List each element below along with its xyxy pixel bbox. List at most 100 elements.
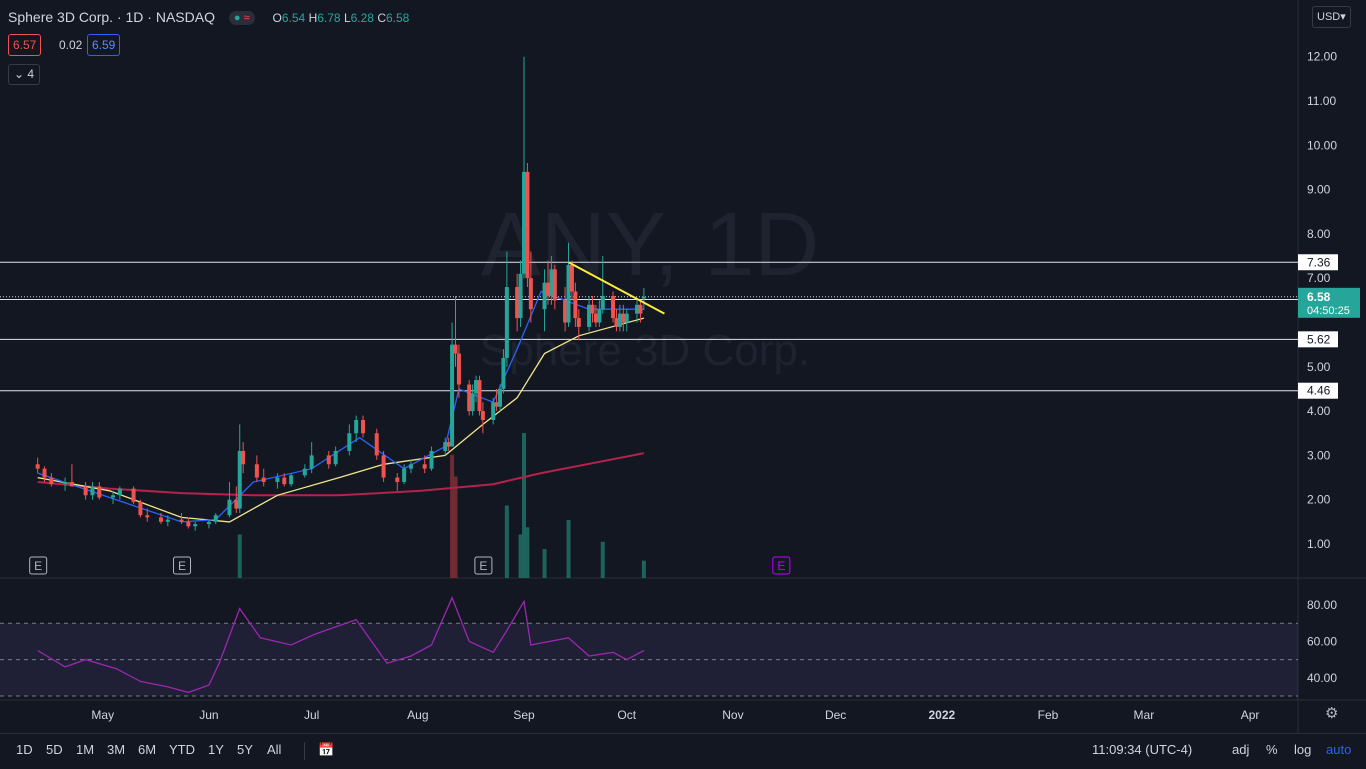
candle-body (501, 357, 506, 389)
y-tick-label: 12.00 (1307, 50, 1337, 64)
watermark-ticker: ANY, 1D (481, 195, 820, 295)
candle-body (573, 291, 578, 319)
candle-body (193, 524, 198, 527)
ask-price-button[interactable]: 6.59 (87, 34, 121, 56)
symbol-title[interactable]: Sphere 3D Corp. · 1D · NASDAQ (8, 9, 215, 25)
rsi-line (37, 595, 645, 694)
y-tick-label: 10.00 (1307, 138, 1337, 152)
earnings-marker-label: E (479, 559, 487, 573)
auto-button[interactable]: auto (1326, 742, 1352, 757)
bar-countdown-label: 04:50:25 (1307, 305, 1350, 317)
x-tick-label: Mar (1134, 708, 1155, 722)
volume-bar (237, 534, 242, 578)
range-1y-button[interactable]: 1Y (208, 742, 224, 757)
level-label: 4.46 (1307, 384, 1331, 398)
candle-body (498, 388, 503, 407)
x-tick-label: Dec (825, 708, 846, 722)
rsi-tick-label: 60.00 (1307, 634, 1337, 648)
level-label-box (1298, 254, 1338, 271)
candle-body (456, 353, 461, 385)
candle-body (429, 450, 434, 469)
candle-body (611, 295, 616, 319)
candle-body (234, 499, 239, 509)
chevron-down-icon: ⌄ (14, 67, 25, 81)
percent-button[interactable]: % (1266, 742, 1278, 757)
candle-body (63, 481, 68, 485)
candle-body (614, 318, 619, 327)
log-button[interactable]: log (1294, 742, 1312, 757)
volume-bar (566, 520, 571, 578)
x-tick-label: Jul (304, 708, 319, 722)
ohlc-readout: O6.54 H6.78 L6.28 C6.58 (272, 11, 410, 25)
volume-bar (641, 560, 646, 578)
price-chart[interactable]: ANY, 1D Sphere 3D Corp. 12.00 11.00 10.00 9.0… (0, 0, 1366, 733)
candle-body (138, 501, 143, 516)
candle-body (309, 455, 314, 469)
range-5d-button[interactable]: 5D (46, 742, 63, 757)
x-tick-label: May (91, 708, 114, 722)
y-tick-label: 2.00 (1307, 493, 1331, 507)
candle-body (504, 287, 509, 358)
chevron-down-icon: ▾ (1340, 11, 1346, 23)
candle-body (477, 380, 482, 412)
candle-body (83, 486, 88, 496)
candle-body (333, 450, 338, 465)
watermark-name: Sphere 3D Corp. (480, 326, 810, 375)
calendar-icon[interactable]: 📅 (318, 742, 335, 757)
y-tick-label: 1.00 (1307, 537, 1331, 551)
candle-body (641, 296, 646, 299)
volume-bar (453, 476, 458, 578)
candle-body (408, 464, 413, 469)
range-5y-button[interactable]: 5Y (237, 742, 253, 757)
candle-body (600, 295, 605, 310)
level-label: 7.36 (1307, 255, 1331, 269)
earnings-marker-label: E (34, 559, 42, 573)
candle-body (354, 419, 359, 434)
range-1d-button[interactable]: 1D (16, 742, 33, 757)
candle-body (624, 313, 629, 323)
adj-button[interactable]: adj (1232, 742, 1250, 757)
range-ytd-button[interactable]: YTD (169, 742, 195, 757)
candle-body (563, 300, 568, 323)
sma-long-line (37, 452, 645, 497)
level-label: 5.62 (1307, 332, 1331, 346)
volume-bar (504, 505, 509, 578)
gear-icon[interactable]: ⚙ (1325, 705, 1339, 722)
market-status-indicator: ● ≈ (228, 11, 255, 26)
candle-body (49, 477, 54, 485)
candle-body (617, 313, 622, 327)
candle-body (635, 304, 640, 314)
candle-body (289, 475, 294, 485)
candle-body (515, 287, 520, 319)
range-3m-button[interactable]: 3M (107, 742, 126, 757)
candle-body (275, 477, 280, 482)
range-1m-button[interactable]: 1M (76, 742, 95, 757)
level-label-box (1298, 382, 1338, 399)
x-tick-label: Sep (513, 708, 535, 722)
volume-bar (600, 541, 605, 578)
candle-body (97, 486, 102, 498)
last-price-label: 6.58 (1307, 290, 1331, 304)
volume-bar (542, 549, 547, 578)
range-6m-button[interactable]: 6M (138, 742, 157, 757)
candle-body (254, 464, 259, 478)
candle-body (165, 519, 170, 522)
indicators-toggle[interactable]: ⌄ 4 (8, 64, 41, 85)
y-tick-label: 4.00 (1307, 404, 1331, 418)
currency-select[interactable]: USD▾ (1312, 6, 1351, 28)
candle-body (587, 304, 592, 327)
volume-bar (450, 454, 455, 578)
candle-body (374, 433, 379, 456)
candle-body (542, 282, 547, 310)
candle-body (402, 468, 407, 482)
candle-body (326, 455, 331, 465)
earnings-marker (29, 556, 48, 575)
range-all-button[interactable]: All (267, 742, 282, 757)
x-tick-label: 2022 (928, 708, 955, 722)
candle-body (576, 318, 581, 327)
candle-body (213, 515, 218, 522)
candle-body (494, 402, 499, 407)
candle-body (261, 477, 266, 482)
candle-body (518, 273, 523, 319)
bid-price-button[interactable]: 6.57 (8, 34, 42, 56)
